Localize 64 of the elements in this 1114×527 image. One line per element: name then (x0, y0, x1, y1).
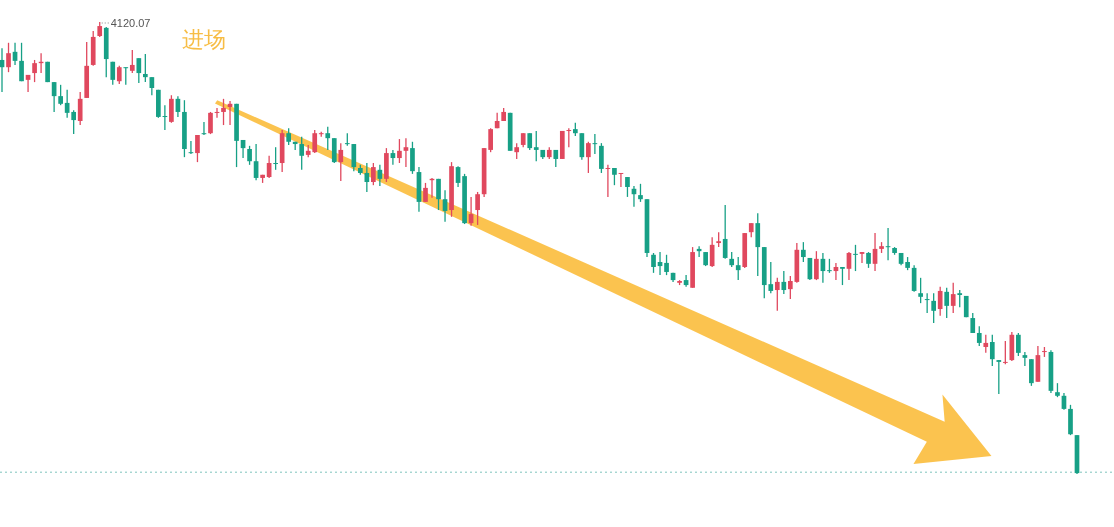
candlestick (989, 334, 995, 367)
candlestick (6, 42, 11, 73)
candlestick (331, 137, 337, 164)
candlestick (937, 286, 943, 317)
candlestick (403, 137, 409, 168)
candlestick (142, 53, 148, 83)
annotation: 4120.07 (110, 17, 151, 29)
candlestick (129, 49, 135, 74)
candlestick (436, 178, 441, 211)
candlestick (19, 42, 24, 82)
candlestick (32, 59, 37, 83)
candlestick (976, 325, 982, 347)
candlestick (247, 145, 252, 166)
candlestick (0, 47, 5, 93)
candlestick (1022, 351, 1028, 367)
candlestick (273, 146, 278, 171)
candlestick (475, 191, 480, 226)
candlestick (722, 204, 728, 260)
candlestick (221, 98, 226, 126)
candlestick (169, 94, 174, 124)
candlestick (787, 275, 793, 300)
candlestick (755, 212, 761, 277)
candlestick (58, 84, 63, 106)
candlestick (423, 182, 428, 203)
candlestick (931, 292, 937, 324)
candlestick (801, 241, 806, 263)
candlestick (944, 287, 950, 319)
candlestick (208, 111, 213, 135)
candlestick (970, 312, 976, 334)
candlestick (781, 270, 787, 295)
candlestick (1029, 358, 1034, 387)
candlestick (1002, 340, 1008, 365)
candlestick (371, 162, 376, 186)
candlestick (299, 136, 305, 171)
candlestick (351, 143, 357, 172)
candlestick (996, 359, 1002, 395)
candlestick (651, 252, 656, 274)
candlestick (136, 57, 142, 84)
candlestick (325, 126, 331, 151)
candlestick (774, 277, 780, 312)
candlestick (859, 251, 865, 264)
candlestick (116, 65, 122, 85)
candlestick (586, 141, 591, 174)
candlestick (664, 254, 669, 276)
candlestick (814, 250, 819, 281)
candlestick (950, 282, 956, 314)
candlestick (410, 141, 415, 175)
candlestick (397, 138, 402, 164)
candlestick (338, 142, 344, 182)
candlestick (918, 277, 923, 304)
candlestick (195, 134, 200, 163)
candlestick (488, 127, 493, 153)
candlestick (599, 142, 604, 174)
candlestick (77, 91, 83, 126)
candlestick (533, 130, 539, 162)
candlestick (853, 244, 858, 272)
candlestick (983, 334, 989, 354)
candlestick (71, 109, 77, 135)
candlestick (735, 256, 741, 281)
candlestick (1016, 332, 1021, 357)
candlestick (625, 176, 630, 198)
candlestick (638, 183, 643, 203)
annotation: 进场 (182, 27, 226, 52)
candlestick (566, 127, 572, 148)
